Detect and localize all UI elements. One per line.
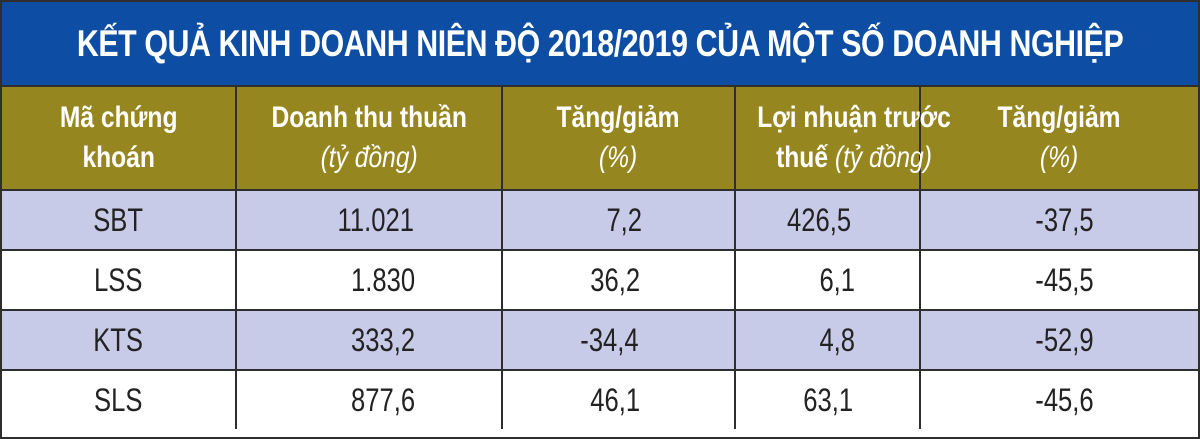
header-net-revenue: Doanh thu thuần (tỷ đồng) <box>235 87 503 191</box>
table-row: KTS 333,2 -34,4 4,8 -52,9 <box>2 309 1198 371</box>
revenue-cell: 11.021 <box>235 189 503 251</box>
profit-change-cell: -37,5 <box>919 189 1198 251</box>
revenue-cell: 877,6 <box>235 369 503 429</box>
table-row: SLS 877,6 46,1 63,1 -45,6 <box>2 369 1198 429</box>
ticker-cell: SBT <box>2 189 237 251</box>
header-row: Mã chứng khoán Doanh thu thuần (tỷ đồng) T… <box>2 87 1198 191</box>
profit-change-cell: -45,6 <box>919 369 1198 429</box>
ticker-cell: KTS <box>2 309 237 371</box>
table-row: LSS 1.830 36,2 6,1 -45,5 <box>2 249 1198 311</box>
ticker-cell: SLS <box>2 369 237 429</box>
header-revenue-change: Tăng/giảm (%) <box>501 87 736 191</box>
profit-change-cell: -45,5 <box>919 249 1198 311</box>
revenue-change-cell: 46,1 <box>501 369 736 429</box>
header-ticker: Mã chứng khoán <box>2 87 237 191</box>
pretax-profit-cell: 63,1 <box>734 369 921 429</box>
revenue-cell: 333,2 <box>235 309 503 371</box>
business-results-table: Mã chứng khoán Doanh thu thuần (tỷ đồng) T… <box>2 87 1198 429</box>
pretax-profit-cell: 6,1 <box>734 249 921 311</box>
header-profit-change: Tăng/giảm (%) <box>919 87 1198 191</box>
revenue-change-cell: 36,2 <box>501 249 736 311</box>
table-row: SBT 11.021 7,2 426,5 -37,5 <box>2 189 1198 251</box>
revenue-change-cell: 7,2 <box>501 189 736 251</box>
ticker-cell: LSS <box>2 249 237 311</box>
revenue-cell: 1.830 <box>235 249 503 311</box>
profit-change-cell: -52,9 <box>919 309 1198 371</box>
revenue-change-cell: -34,4 <box>501 309 736 371</box>
table-title: KẾT QUẢ KINH DOANH NIÊN ĐỘ 2018/2019 CỦA… <box>2 2 1198 87</box>
pretax-profit-cell: 4,8 <box>734 309 921 371</box>
header-pretax-profit: Lợi nhuận trước thuế (tỷ đồng) <box>734 87 951 191</box>
pretax-profit-cell: 426,5 <box>734 189 921 251</box>
